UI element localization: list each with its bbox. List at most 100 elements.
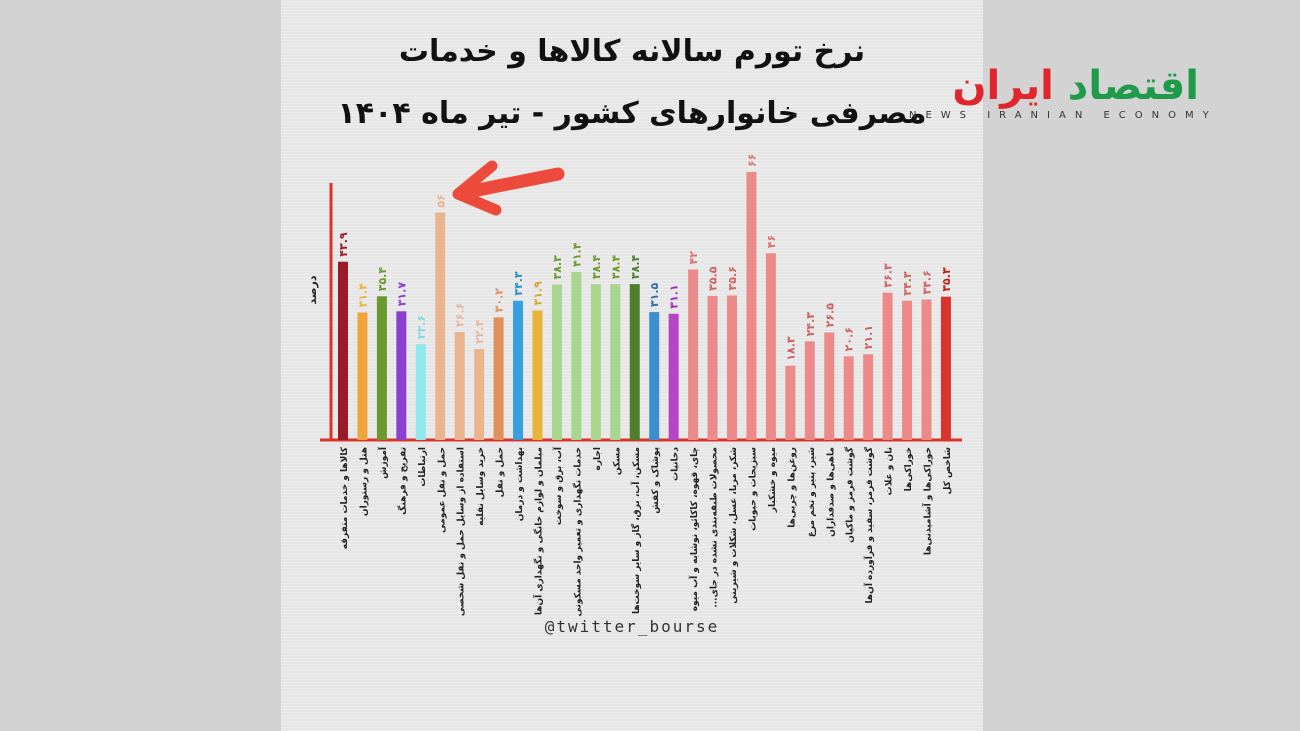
bar [357,312,368,440]
value-label: ۳۸.۴ [590,254,603,279]
category-label: ارتباطات [418,447,428,487]
category-label: مبلمان و لوازم خانگی و نگهداری آن‌ها [533,447,545,615]
value-label: ۳۴.۳ [512,271,525,296]
arrow-shaft [461,167,565,199]
value-label: ۵۶ [434,194,447,207]
bar [804,341,815,440]
value-label: ۴۲ [687,251,700,265]
category-label: محصولات طبقه‌بندی نشده در جای... [710,447,720,608]
category-label: حمل و نقل عمومی [437,447,447,533]
value-label: ۳۵.۵ [707,266,720,291]
twitter-handle: @twitter_bourse [544,617,720,636]
chart-title-line2: مصرفی خانوارهای کشور - تیر ماه ۱۴۰۴ [337,96,927,131]
bar [590,284,601,440]
bar [629,284,640,440]
category-label: مسکن، آب، برق، گاز و سایر سوخت‌ها [630,447,642,614]
value-label: ۳۵.۶ [726,266,739,290]
bar [746,172,757,440]
bar [493,317,504,440]
bar [571,271,582,440]
bar [902,300,913,440]
value-label: ۲۶.۶ [454,303,467,327]
category-label: شاخص کل [943,447,953,495]
category-label: خوراکی‌ها و آشامیدنی‌ها [922,447,934,555]
bar [765,253,776,440]
logo-subtitle: NEWS IRANIAN ECONOMY [909,110,1218,121]
category-label: چای، قهوه، کاکائو، نوشابه و آب میوه [688,447,700,611]
category-label: مسکن [612,447,622,475]
category-label: دخانیات [671,447,681,481]
category-label: سبزیجات و حبوبات [748,447,758,531]
value-label: ۱۸.۳ [784,336,797,361]
value-label: ۲۶.۵ [823,303,836,328]
category-label: میوه و خشکبار [768,447,778,513]
value-label: ۳۱.۵ [648,282,661,307]
value-label: ۳۸.۴ [609,254,622,279]
value-label: ۳۶.۳ [882,263,895,288]
value-label: ۴۱.۴ [570,242,583,267]
category-label: خرید وسایل نقلیه [476,447,486,526]
value-label: ۳۱.۹ [532,281,545,306]
category-label: شیر، پنیر و تخم مرغ [807,447,817,537]
bar [376,296,387,440]
arrow-head-icon [452,160,502,216]
bar [551,284,562,440]
value-label: ۲۲.۴ [473,319,486,344]
value-label: ۳۴.۶ [921,270,934,294]
bar [435,212,446,440]
category-label: حمل و نقل [496,447,506,497]
category-label: آموزش [377,446,389,479]
value-label: ۳۱.۴ [356,283,369,308]
value-label: ۲۰.۶ [843,327,856,351]
value-label: ۴۳.۹ [337,232,350,257]
category-label: کالاها و خدمات متفرقه [340,446,350,549]
bar [610,284,621,440]
bar [668,313,679,440]
category-label: پوشاک و کفش [651,447,661,514]
value-label: ۳۵.۴ [376,267,389,292]
value-label: ۳۰.۲ [493,288,506,313]
value-label: ۳۱.۱ [668,284,681,308]
bar [649,312,660,440]
bar [727,295,737,440]
value-label: ۳۱.۷ [395,282,408,307]
value-label: ۳۸.۴ [629,254,642,279]
bar [921,299,932,440]
category-label: گوشت قرمز و ماکیان [844,446,856,543]
bar [474,349,485,440]
category-label: اجاره [593,447,603,470]
bar [824,332,835,440]
category-label: ماهی‌ها و صدفداران [826,447,836,537]
category-label: بهداشت و درمان [515,447,525,521]
value-label: ۳۸.۳ [551,255,564,280]
bar [785,365,796,440]
category-label: روغن‌ها و چربی‌ها [787,447,797,528]
category-label: نان و غلات [885,447,895,495]
value-label: ۲۴.۳ [804,312,817,337]
bar [863,354,874,440]
bar [707,295,718,440]
bar [843,356,854,440]
category-label: خوراکی‌ها [904,447,914,491]
bar [415,344,426,440]
category-label: استفاده از وسایل حمل و نقل شخصی [457,447,467,616]
category-label: آب، برق و سوخت [552,446,564,525]
value-label: ۲۳.۶ [415,315,428,339]
site-logo[interactable]: اقتصاد ایران NEWS IRANIAN ECONOMY [905,62,1218,124]
value-label: ۳۵.۳ [940,267,953,292]
category-label: شکر، مربا، عسل، شکلات و شیرینی [729,447,739,604]
y-axis-label: درصد [306,275,319,304]
value-label: ۲۱.۱ [862,325,875,349]
category-label: تفریح و فرهنگ [396,447,408,515]
arrow-annotation [452,160,565,216]
bar [513,300,524,440]
value-label: ۶۶ [745,154,758,167]
category-label: گوشت قرمز، سفید و فرآورده آن‌ها [863,446,875,603]
bar [396,311,407,440]
logo-text: اقتصاد ایران [952,63,1199,109]
bar [454,331,465,440]
value-label: ۳۴.۳ [901,271,914,296]
chart-title-line1: نرخ تورم سالانه کالاها و خدمات [398,34,866,69]
bar [688,269,699,440]
